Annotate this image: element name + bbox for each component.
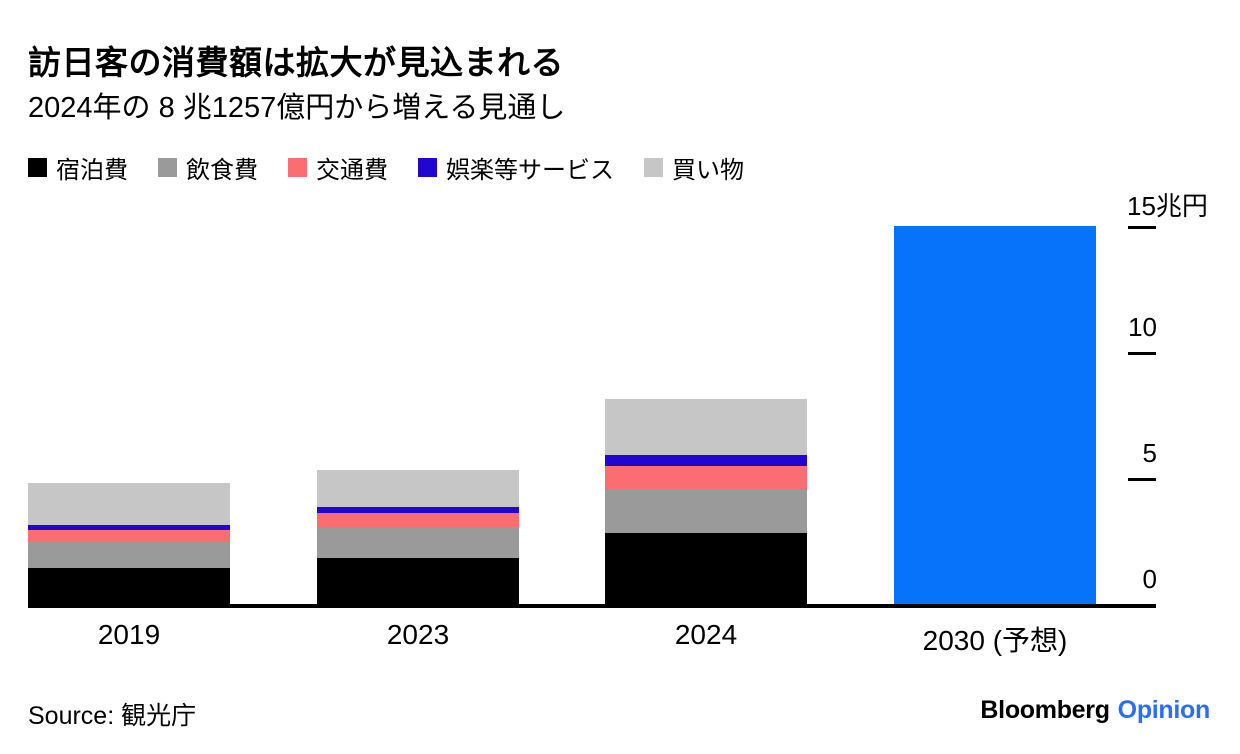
x-tick-label-2023: 2023 [386, 619, 450, 650]
y-tick-mark-5 [1128, 478, 1156, 481]
bar-segment-forecast-total-2030 [894, 226, 1096, 604]
bar-segment-shopping-2023 [317, 469, 519, 507]
bar-segment-entertainment-2019 [28, 524, 230, 530]
y-tick-label-5: 5 [1142, 438, 1157, 468]
bar-segment-lodging-2023 [317, 557, 519, 604]
source-note: Source: 観光庁 [28, 702, 197, 730]
x-tick-label-2019: 2019 [97, 619, 161, 650]
legend: 宿泊費 飲食費 交通費 娯楽等サービス 買い物 [28, 150, 744, 185]
bar-segment-food-2023 [317, 528, 519, 558]
legend-label-shopping: 買い物 [672, 157, 744, 184]
legend-label-entertainment: 娯楽等サービス [446, 157, 614, 184]
bar-segment-entertainment-2023 [317, 506, 519, 513]
legend-item-food: 飲食費 [158, 150, 258, 185]
bar-segment-lodging-2024 [605, 532, 807, 604]
x-axis-line [28, 604, 1156, 608]
bar-segment-transport-2023 [317, 512, 519, 529]
y-tick-mark-15 [1128, 226, 1156, 229]
bloomberg-opinion-logo: Bloomberg Opinion [980, 696, 1210, 725]
page-title: 訪日客の消費額は拡大が見込まれる [28, 44, 564, 81]
opinion-wordmark: Opinion [1117, 696, 1211, 724]
legend-item-transport: 交通費 [288, 150, 388, 185]
legend-label-lodging: 宿泊費 [56, 157, 128, 184]
bar-segment-shopping-2024 [605, 399, 807, 456]
x-tick-label-2024: 2024 [674, 619, 738, 650]
legend-swatch-lodging [28, 158, 47, 177]
bar-segment-transport-2019 [28, 529, 230, 543]
legend-item-lodging: 宿泊費 [28, 150, 128, 185]
page-subtitle: 2024年の 8 兆1257億円から増える見通し [28, 92, 566, 124]
legend-label-food: 飲食費 [186, 157, 258, 184]
legend-swatch-food [158, 158, 177, 177]
bar-segment-food-2019 [28, 542, 230, 569]
y-tick-label-0: 0 [1142, 564, 1157, 594]
x-tick-label-2030: 2030 (予想) [922, 625, 1068, 656]
y-tick-label-15: 15兆円 [1127, 191, 1208, 221]
bar-segment-lodging-2019 [28, 568, 230, 604]
legend-label-transport: 交通費 [316, 157, 388, 184]
bar-segment-food-2024 [605, 489, 807, 533]
y-tick-mark-10 [1128, 352, 1156, 355]
legend-item-shopping: 買い物 [644, 150, 744, 185]
y-tick-label-10: 10 [1128, 312, 1157, 342]
legend-swatch-transport [288, 158, 307, 177]
bar-segment-transport-2024 [605, 465, 807, 490]
bloomberg-wordmark: Bloomberg [980, 696, 1110, 724]
legend-item-entertainment: 娯楽等サービス [418, 150, 614, 185]
bar-segment-shopping-2019 [28, 482, 230, 525]
legend-swatch-shopping [644, 158, 663, 177]
legend-swatch-entertainment [418, 158, 437, 177]
bar-segment-entertainment-2024 [605, 455, 807, 466]
